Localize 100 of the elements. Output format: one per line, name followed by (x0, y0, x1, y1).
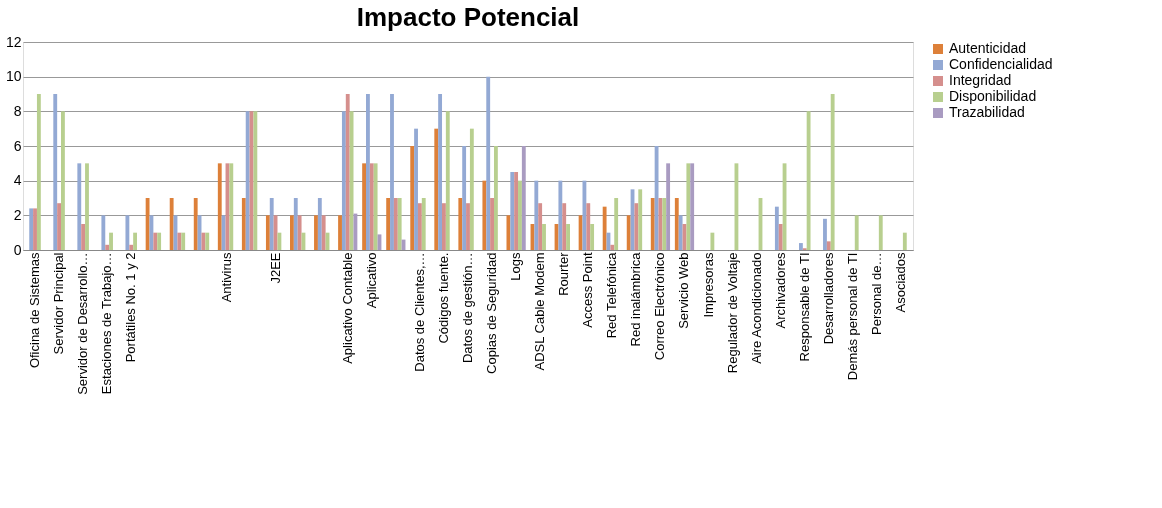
bar (386, 198, 391, 250)
y-tick-label: 4 (13, 172, 22, 189)
bar (345, 94, 350, 250)
bar (582, 180, 587, 250)
bar (438, 94, 443, 250)
bar (181, 232, 186, 250)
x-tick-label: Impresoras (700, 252, 716, 318)
x-tick-label: Antivirus (219, 252, 235, 303)
bar (806, 111, 811, 250)
bar (410, 146, 415, 250)
bar (634, 203, 639, 250)
bar (521, 146, 526, 250)
bar (650, 198, 655, 250)
bar (36, 94, 41, 250)
bar (245, 111, 250, 250)
bar (690, 163, 695, 250)
bar (221, 215, 226, 250)
bar (338, 215, 342, 250)
bar (397, 198, 402, 250)
bar (878, 215, 883, 250)
bar (458, 198, 463, 250)
bar (349, 111, 354, 250)
bar (514, 172, 519, 250)
x-tick-label: Logs (508, 252, 524, 281)
bar (369, 163, 374, 250)
bar (610, 244, 615, 250)
x-tick-label: Datos de gestión… (460, 252, 475, 364)
bar (774, 206, 779, 250)
y-tick-label: 0 (13, 241, 22, 258)
bar (823, 218, 827, 250)
bar (77, 163, 82, 250)
bar (317, 198, 322, 250)
bar (61, 111, 65, 250)
bar (241, 198, 246, 250)
x-tick-label: Correo Electrónico (652, 252, 668, 361)
bar (85, 163, 89, 250)
x-tick-label: Aplicativo Contable (339, 252, 355, 364)
x-tick-label: Servidor Principal (51, 252, 67, 355)
x-tick-label: Regulador de Voltaje (724, 252, 740, 374)
bar (462, 146, 467, 250)
bar (205, 232, 210, 250)
bar (566, 224, 570, 250)
bar (53, 94, 58, 250)
bar (133, 232, 138, 250)
bar (434, 128, 439, 250)
bar (854, 215, 859, 250)
bar (253, 111, 258, 250)
bar (490, 198, 494, 250)
bar (542, 224, 546, 250)
bar (798, 243, 803, 250)
legend-label: Trazabilidad (949, 104, 1025, 120)
bar (445, 111, 450, 250)
bar (421, 198, 426, 250)
legend-label: Confidencialidad (949, 56, 1053, 72)
bar (277, 232, 282, 250)
bar (510, 172, 515, 250)
bar (482, 180, 487, 250)
y-tick-label: 12 (5, 33, 22, 50)
bar (614, 198, 619, 250)
y-tick-label: 8 (13, 102, 22, 119)
bar (469, 128, 474, 250)
x-tick-label: Aire Acondicionado (748, 252, 764, 364)
bar (678, 215, 683, 250)
x-tick-label: Códigos fuente. (435, 252, 451, 344)
x-tick-label: Asociados (892, 252, 908, 313)
bar (269, 198, 274, 250)
bar (602, 206, 607, 250)
legend-label: Disponibilidad (949, 88, 1037, 104)
bar (390, 94, 394, 250)
x-tick-label: Portátiles No. 1 y 2 (123, 252, 139, 363)
bar (486, 76, 491, 250)
bar (314, 215, 318, 250)
x-tick-label: Estaciones de Trabajo… (99, 252, 115, 395)
x-tick-label: Red Telefónica (604, 251, 620, 339)
bar (217, 163, 222, 250)
bar (125, 215, 130, 250)
bar (674, 198, 679, 250)
x-tick-label: Oficina de Sistemas (27, 252, 43, 369)
bar (590, 224, 595, 250)
bar (466, 203, 470, 250)
bar (662, 198, 667, 250)
bar (902, 232, 907, 250)
bar (538, 203, 543, 250)
legend-label: Autenticidad (949, 40, 1027, 56)
bar (778, 224, 783, 250)
chart-title: Impacto Potencial (356, 2, 580, 32)
bar (129, 244, 134, 250)
bar (626, 215, 631, 250)
x-tick-label: Datos de Clientes,… (411, 252, 427, 372)
bar (366, 94, 370, 250)
x-tick-label: Aplicativo (363, 252, 379, 309)
bar (638, 189, 643, 250)
bar (393, 198, 398, 250)
bar (710, 232, 715, 250)
bar (169, 198, 174, 250)
bar (518, 180, 522, 250)
bar (534, 180, 539, 250)
x-tick-label: Rourter (556, 251, 572, 296)
x-tick-label: Servidor de Desarrollo… (75, 252, 91, 395)
x-tick-label: Demás personal de TI (844, 252, 860, 381)
